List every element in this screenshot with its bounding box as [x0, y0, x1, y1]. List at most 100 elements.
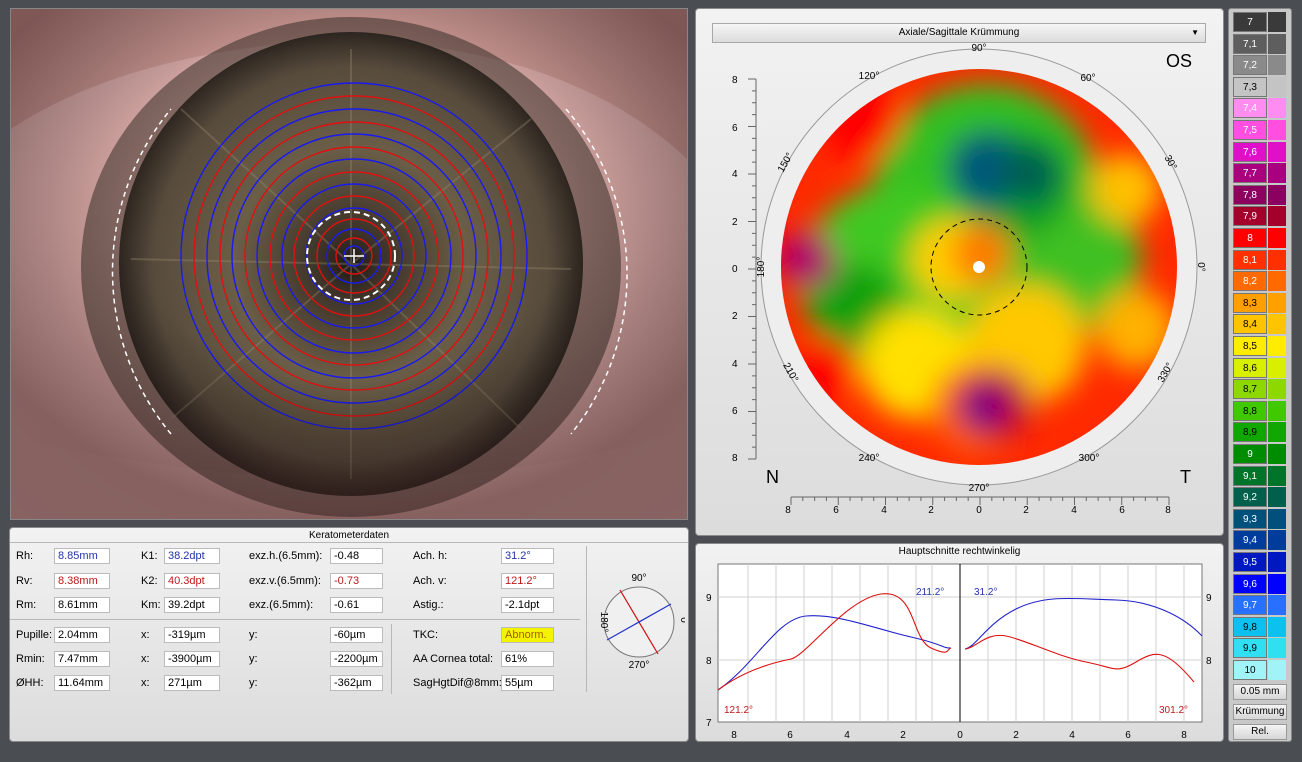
scale-swatch	[1268, 163, 1286, 184]
topography-panel: Axiale/Sagittale Krümmung ▼	[695, 8, 1224, 536]
rmin-label: Rmin:	[16, 653, 45, 665]
label-31: 31.2°	[974, 587, 997, 598]
topography-map[interactable]: 90° 120° 60° 150° 30° 180° 0° 210° 330° …	[696, 9, 1223, 535]
scale-label: 8,5	[1233, 336, 1267, 356]
pupille-label: Pupille:	[16, 629, 53, 641]
scale-swatch	[1268, 336, 1286, 356]
angle-90: 90°	[971, 43, 986, 54]
map-x-tick-8-left: 8	[785, 505, 791, 516]
exzv-value: -0.73	[330, 573, 383, 589]
y-tick-7-left: 7	[706, 718, 712, 729]
color-scale[interactable]: 0.05 mm Krümmung Rel. 7 7,1 7,2 7,3 7,4 7,5 7,…	[1228, 8, 1292, 742]
x-tick-8-left: 8	[731, 730, 737, 741]
profile-title: Hauptschnitte rechtwinkelig	[898, 546, 1021, 557]
scale-label: 8,6	[1233, 357, 1267, 378]
sag-value: 55µm	[501, 675, 554, 691]
ohh-y-label: y:	[249, 677, 258, 689]
map-y-tick-8-bottom: 8	[732, 453, 738, 464]
center-cross	[344, 249, 364, 263]
angle-270: 270°	[969, 483, 990, 494]
y-tick-9-right: 9	[1206, 593, 1212, 604]
angle-240: 240°	[859, 453, 880, 464]
dial-90: 90°	[631, 573, 646, 584]
achv-value: 121.2°	[501, 573, 554, 589]
rv-value: 8.38mm	[54, 573, 110, 589]
map-x-tick-4-right: 4	[1071, 505, 1077, 516]
scale-label: 7,6	[1233, 141, 1267, 162]
scale-swatch	[1268, 314, 1286, 335]
label-301: 301.2°	[1159, 705, 1188, 716]
pupil-outline-map	[930, 218, 1028, 316]
x-tick-2-right: 2	[1013, 730, 1019, 741]
step-size-button[interactable]: 0.05 mm	[1233, 684, 1287, 700]
scale-label: 7,8	[1233, 184, 1267, 205]
scale-swatch	[1268, 465, 1286, 486]
y-tick-8-right: 8	[1206, 656, 1212, 667]
exzv-label: exz.v.(6.5mm):	[249, 575, 321, 587]
map-x-tick-8-right: 8	[1165, 505, 1171, 516]
scale-label: 8,2	[1233, 271, 1267, 292]
ohh-y-value: -362µm	[330, 675, 383, 691]
pupille-x-value: -319µm	[164, 627, 220, 643]
keratometer-panel: Keratometerdaten Rh: 8.85mm Rv: 8.38mm R…	[9, 527, 689, 742]
keratometer-title: Keratometerdaten	[308, 530, 390, 541]
aa-cornea-value: 61%	[501, 651, 554, 667]
scale-label: 9,3	[1233, 508, 1267, 529]
map-x-tick-2-right: 2	[1023, 505, 1029, 516]
scale-label: 9,1	[1233, 465, 1267, 486]
map-y-tick-4-top: 4	[732, 169, 738, 180]
scale-swatch	[1268, 379, 1286, 400]
map-y-tick-4-bottom: 4	[732, 359, 738, 370]
km-label: Km:	[141, 599, 161, 611]
scale-swatch	[1268, 55, 1286, 76]
scale-swatch	[1268, 228, 1286, 248]
scale-swatch	[1268, 120, 1286, 140]
rmin-x-label: x:	[141, 653, 150, 665]
scale-swatch	[1268, 616, 1286, 637]
angle-60: 60°	[1080, 73, 1095, 84]
map-type-dropdown[interactable]: Axiale/Sagittale Krümmung ▼	[712, 23, 1206, 43]
scale-label: 8,7	[1233, 379, 1267, 400]
scale-label: 8	[1233, 228, 1267, 248]
scale-label: 7,7	[1233, 163, 1267, 184]
rm-label: Rm:	[16, 599, 37, 611]
scale-swatch	[1268, 206, 1286, 227]
scale-swatch	[1268, 638, 1286, 659]
ohh-label: ØHH:	[16, 677, 44, 689]
relative-button[interactable]: Rel.	[1233, 724, 1287, 740]
exzh-value: -0.48	[330, 548, 383, 564]
scale-swatch	[1268, 184, 1286, 205]
ohh-x-value: 271µm	[164, 675, 220, 691]
axis-line-horizontal	[606, 603, 672, 641]
scale-swatch	[1268, 33, 1286, 54]
achh-label: Ach. h:	[413, 550, 448, 562]
scale-label: 9,2	[1233, 487, 1267, 508]
scale-swatch	[1268, 12, 1286, 32]
scale-swatch	[1268, 573, 1286, 594]
vertex-marker	[973, 261, 985, 273]
scale-swatch	[1268, 444, 1286, 464]
map-y-tick-2-bottom: 2	[732, 311, 738, 322]
ohh-value: 11.64mm	[54, 675, 110, 691]
astig-value: -2.1dpt	[501, 597, 554, 613]
achh-value: 31.2°	[501, 548, 554, 564]
profile-grid	[718, 564, 1202, 722]
map-ticks	[748, 78, 1170, 505]
rmin-y-value: -2200µm	[330, 651, 383, 667]
astig-label: Astig.:	[413, 599, 444, 611]
exzh-label: exz.h.(6.5mm):	[249, 550, 323, 562]
tkc-label: TKC:	[413, 629, 439, 641]
profile-chart[interactable]: 211.2° 31.2° 121.2° 301.2° 9 8 7 9 8 8 6…	[696, 544, 1223, 741]
scale-swatch	[1268, 249, 1286, 270]
km-value: 39.2dpt	[164, 597, 220, 613]
scale-swatch	[1268, 292, 1286, 313]
scale-label: 8,8	[1233, 400, 1267, 421]
sag-label: SagHgtDif@8mm:	[413, 677, 502, 689]
k2-value: 40.3dpt	[164, 573, 220, 589]
eye-image-view[interactable]	[10, 8, 688, 520]
scale-swatch	[1268, 660, 1286, 680]
angle-0: 0°	[1195, 262, 1206, 272]
mode-button[interactable]: Krümmung	[1233, 704, 1287, 720]
pupille-y-label: y:	[249, 629, 258, 641]
scale-swatch	[1268, 98, 1286, 119]
